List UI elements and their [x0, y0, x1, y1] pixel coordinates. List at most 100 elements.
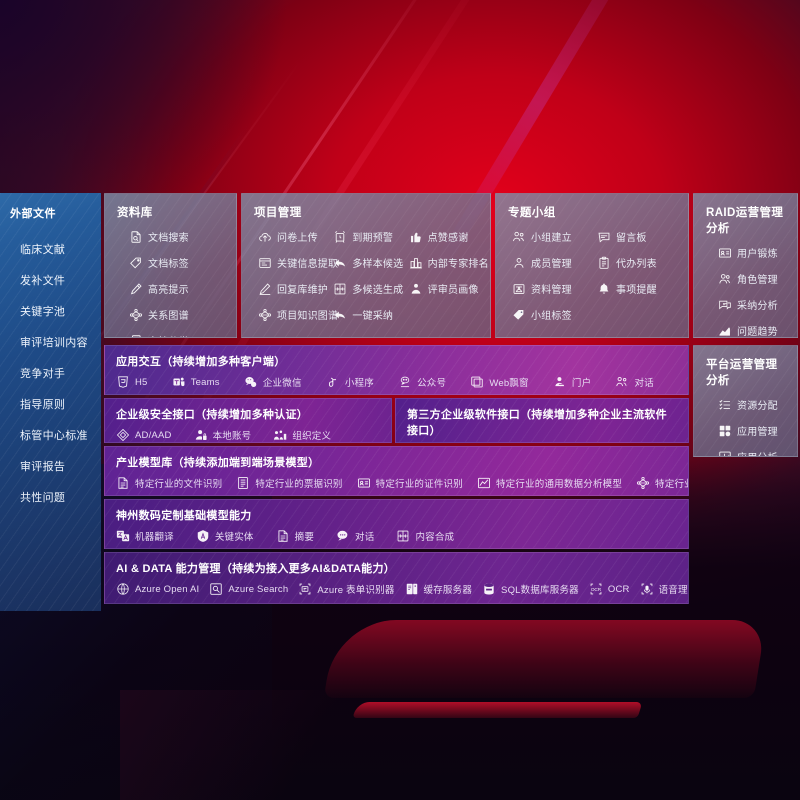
document-category-icon	[129, 334, 143, 337]
sidebar-item-standards-center[interactable]: 标管中心标准	[20, 430, 88, 442]
highlight-pen-icon	[129, 282, 143, 296]
item-document-category[interactable]: 文档分类	[117, 333, 226, 337]
bar-digital-china-base-models: 神州数码定制基础模型能力 机器翻译 关键实体 摘要 对话 内容合成	[104, 499, 689, 549]
item-user-profile[interactable]: 用户锻炼	[706, 245, 787, 260]
sidebar-item-guidelines[interactable]: 指导原则	[20, 399, 66, 411]
item-application-analysis[interactable]: 应用分析	[706, 449, 787, 456]
item-label: AD/AAD	[135, 429, 172, 441]
item-content-synthesis[interactable]: 内容合成	[396, 529, 454, 543]
bar-title: 应用交互（持续增加多种客户端）	[116, 356, 286, 368]
org-define-icon	[273, 428, 287, 442]
item-reply-library-maintain[interactable]: 回复库维护	[254, 281, 329, 296]
person-portrait-icon	[409, 282, 423, 296]
item-form-recognizer[interactable]: Azure 表单识别器	[298, 582, 394, 596]
item-sql-database-server[interactable]: SQL数据库服务器	[482, 582, 579, 596]
card-raid-analysis: RAID运营管理分析 用户锻炼 角色管理 采纳分析 问题趋势	[693, 193, 798, 338]
sidebar-item-clinical-literature[interactable]: 临床文献	[20, 244, 66, 256]
item-adoption-analysis[interactable]: 采纳分析	[706, 297, 787, 312]
item-label: 应用分析	[737, 449, 778, 456]
item-miniprogram[interactable]: 小程序	[326, 375, 398, 389]
sidebar-item-competitors[interactable]: 竞争对手	[20, 368, 66, 380]
bar-title: 产业模型库（持续添加端到端场景模型）	[116, 457, 320, 469]
item-summary[interactable]: 摘要	[276, 529, 314, 543]
person-manage-icon	[512, 256, 526, 270]
archive-box-icon	[512, 282, 526, 296]
item-data-analysis-model[interactable]: 特定行业的通用数据分析模型	[477, 476, 622, 490]
item-thanks-like[interactable]: 点赞感谢	[405, 229, 480, 244]
item-label: 内部专家排名	[427, 259, 489, 270]
item-web-popup[interactable]: Web飘窗	[470, 375, 553, 389]
item-project-knowledge-graph[interactable]: 项目知识图谱	[254, 307, 338, 322]
item-azure-open-ai[interactable]: Azure Open AI	[116, 582, 199, 596]
item-resource-allocation[interactable]: 资源分配	[706, 397, 787, 412]
wecom-icon	[244, 375, 258, 389]
item-label: 小程序	[344, 378, 374, 389]
item-official-account[interactable]: 公众号	[398, 375, 470, 389]
sidebar-item-keyword-pool[interactable]: 关键字池	[20, 306, 66, 318]
item-key-info-extract[interactable]: 关键信息提取	[254, 255, 338, 270]
qa-chat-icon	[718, 298, 732, 312]
item-machine-translation[interactable]: 机器翻译	[116, 529, 174, 543]
azure-ad-icon	[116, 428, 130, 442]
item-reviewer-portrait[interactable]: 评审员画像	[405, 281, 480, 296]
item-todo-list[interactable]: 代办列表	[593, 255, 678, 270]
chat-bubble-icon	[336, 529, 350, 543]
item-org-definition[interactable]: 组织定义	[273, 428, 331, 442]
item-invoice-recognition[interactable]: 特定行业的票据识别	[236, 476, 342, 490]
web-popup-icon	[470, 375, 484, 389]
item-material-management[interactable]: 资料管理	[508, 281, 593, 296]
item-document-tag[interactable]: 文档标签	[117, 255, 226, 270]
sidebar-item-review-training[interactable]: 审评培训内容	[20, 337, 88, 349]
checklist-icon	[718, 398, 732, 412]
item-internal-expert-ranking[interactable]: 内部专家排名	[405, 255, 489, 270]
item-label: 特定行业的通用数据分析模型	[495, 479, 623, 490]
item-ocr[interactable]: OCR OCR	[589, 582, 630, 596]
item-h5[interactable]: H5	[116, 375, 172, 389]
item-azure-search[interactable]: Azure Search	[209, 582, 288, 596]
sql-database-icon	[482, 582, 496, 596]
item-label: 特定行业的通用知识图谱模型	[655, 479, 688, 490]
item-speech-understanding[interactable]: 语音理解	[640, 582, 688, 596]
item-expiry-alert[interactable]: 到期预警	[329, 229, 404, 244]
item-ad-aad[interactable]: AD/AAD	[116, 428, 172, 442]
item-cache-server[interactable]: 缓存服务器	[405, 582, 473, 596]
item-group-create[interactable]: 小组建立	[508, 229, 593, 244]
item-label: 门户	[571, 378, 592, 389]
item-one-click-adopt[interactable]: 一键采纳	[329, 307, 404, 322]
sidebar-item-supplement-docs[interactable]: 发补文件	[20, 275, 66, 287]
item-role-management[interactable]: 角色管理	[706, 271, 787, 286]
app-analysis-icon	[718, 450, 732, 456]
item-teams[interactable]: Teams	[172, 375, 244, 389]
item-file-recognition[interactable]: 特定行业的文件识别	[116, 476, 222, 490]
item-message-board[interactable]: 留言板	[593, 229, 678, 244]
item-wecom[interactable]: 企业微信	[244, 375, 326, 389]
item-member-management[interactable]: 成员管理	[508, 255, 593, 270]
sidebar-item-common-issues[interactable]: 共性问题	[20, 492, 66, 504]
item-local-account[interactable]: 本地账号	[194, 428, 252, 442]
group-add-icon	[512, 230, 526, 244]
item-label: 语音理解	[658, 585, 688, 596]
item-label: 缓存服务器	[423, 585, 473, 596]
item-relation-graph[interactable]: 关系图谱	[117, 307, 226, 322]
item-label: 回复库维护	[277, 285, 328, 296]
item-dialog[interactable]: 对话	[336, 529, 374, 543]
sidebar-item-review-report[interactable]: 审评报告	[20, 461, 66, 473]
item-knowledge-graph-model[interactable]: 特定行业的通用知识图谱模型	[636, 476, 688, 490]
item-document-search[interactable]: 文档搜索	[117, 229, 226, 244]
item-dialog[interactable]: 对话	[615, 375, 678, 389]
item-group-tag[interactable]: 小组标签	[508, 307, 593, 322]
item-portal[interactable]: 门户	[553, 375, 616, 389]
item-id-recognition[interactable]: 特定行业的证件识别	[357, 476, 463, 490]
item-task-reminder[interactable]: 事项提醒	[593, 281, 678, 296]
item-label: 特定行业的文件识别	[135, 479, 223, 490]
teams-icon	[172, 375, 186, 389]
item-multi-sample-candidate[interactable]: 多样本候选	[329, 255, 404, 270]
item-multi-candidate-generate[interactable]: 多候选生成	[329, 281, 404, 296]
item-issue-trend[interactable]: 问题趋势	[706, 323, 787, 337]
item-highlight-hint[interactable]: 高亮提示	[117, 281, 226, 296]
item-label: 本地账号	[212, 431, 252, 442]
item-key-entity[interactable]: 关键实体	[196, 529, 254, 543]
item-questionnaire-upload[interactable]: 问卷上传	[254, 229, 329, 244]
item-label: 企业微信	[262, 378, 302, 389]
item-application-management[interactable]: 应用管理	[706, 423, 787, 438]
